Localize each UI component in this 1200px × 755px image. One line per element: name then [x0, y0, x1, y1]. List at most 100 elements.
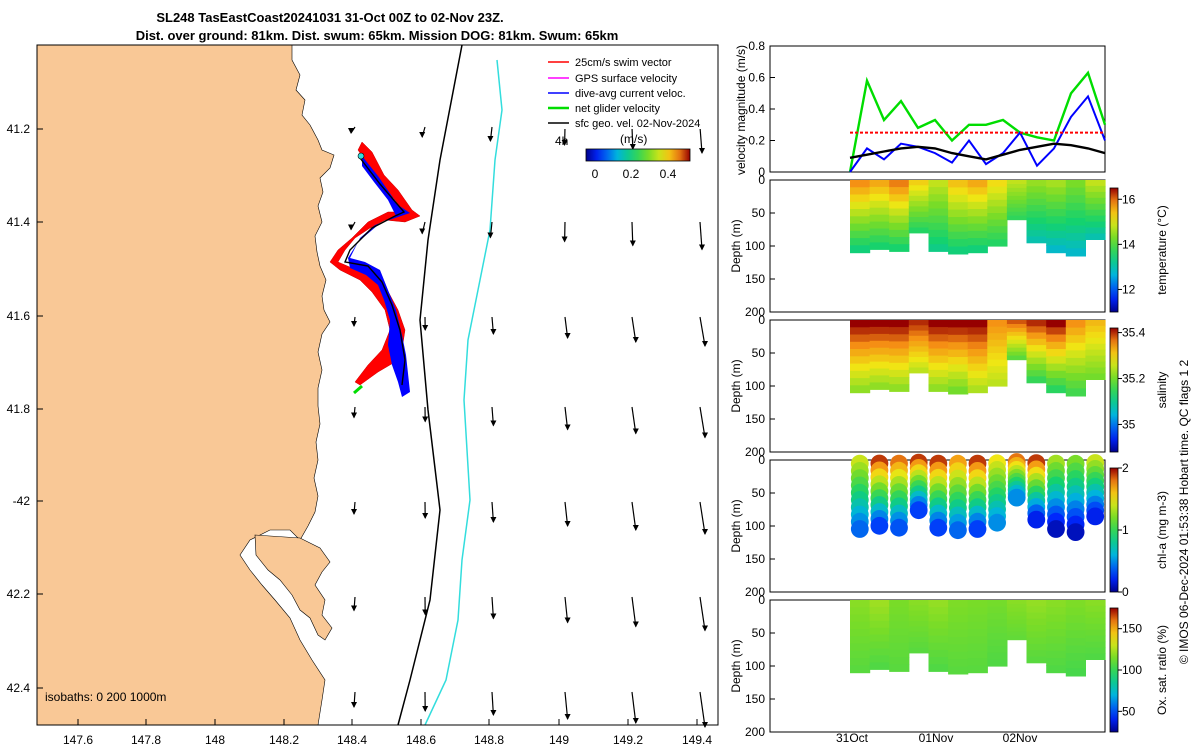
section-cell	[1085, 624, 1105, 631]
section-cell	[968, 636, 988, 644]
chl-sample	[969, 520, 987, 538]
section-cell	[987, 180, 1007, 187]
section-cell	[1046, 195, 1066, 203]
velocity-ytick-label: 0.2	[748, 134, 765, 148]
section-cell	[850, 224, 870, 232]
section-cell	[948, 667, 968, 675]
speed-colorbar-tick-0: 0	[592, 167, 599, 181]
footer-credit: © IMOS 06-Dec-2024 01:53:38 Hobart time.…	[1177, 360, 1191, 665]
section-cell	[909, 341, 929, 347]
section-cell	[850, 385, 870, 393]
section-cell	[987, 360, 1007, 367]
section-cell	[1085, 600, 1105, 607]
section-cell	[948, 342, 968, 350]
section-cell	[968, 385, 988, 393]
section-cell	[870, 649, 890, 657]
chl-sample	[1008, 489, 1026, 507]
section-cell	[948, 320, 968, 328]
section-cell	[948, 387, 968, 395]
section-cell	[948, 652, 968, 660]
section-cell	[850, 636, 870, 644]
lon-tick-label: 149.4	[682, 733, 712, 747]
section-cell	[1085, 344, 1105, 351]
section-cell	[948, 615, 968, 623]
section-cell	[948, 180, 968, 188]
section-cell	[1066, 638, 1086, 646]
chl-sample	[1027, 511, 1045, 529]
section-cell	[987, 213, 1007, 220]
section-cell	[1046, 356, 1066, 364]
partial-arrow-label: 4h	[555, 134, 568, 148]
chl-sample	[871, 517, 889, 535]
section-cell	[1027, 376, 1047, 383]
section-cell	[1066, 241, 1086, 249]
lat-tick-label: 41.8	[7, 402, 31, 416]
section-cell	[870, 327, 890, 335]
section-cell	[968, 327, 988, 335]
section-cell	[1027, 339, 1047, 346]
depth-tick-label: 0	[758, 313, 765, 327]
section-cell	[1007, 188, 1027, 193]
colorbar-label: chl-a (mg m-3)	[1155, 491, 1169, 569]
section-cell	[1027, 358, 1047, 365]
section-cell	[1066, 335, 1086, 343]
section-cell	[987, 320, 1007, 327]
section-cell	[987, 340, 1007, 347]
section-cell	[870, 215, 890, 223]
section-cell	[1085, 210, 1105, 217]
section-cell	[1085, 222, 1105, 229]
section-cell	[948, 327, 968, 335]
chl-sample	[851, 520, 869, 538]
section-cell	[870, 242, 890, 250]
lon-tick-label: 147.8	[131, 733, 161, 747]
section-cell	[1027, 631, 1047, 638]
section-cell	[1007, 336, 1027, 341]
section-cell	[889, 180, 909, 188]
section-cell	[850, 216, 870, 224]
section-cell	[909, 616, 929, 622]
depth-tick-label: 50	[752, 486, 766, 500]
section-cell	[1027, 644, 1047, 651]
section-cell	[968, 607, 988, 615]
depth-ylabel: Depth (m)	[729, 639, 743, 692]
depth-tick-label: 50	[752, 626, 766, 640]
section-cell	[1066, 615, 1086, 623]
colorbar-tick-label: 12	[1122, 282, 1136, 296]
section-cell	[1046, 231, 1066, 239]
section-cell	[1066, 218, 1086, 226]
section-cell	[1085, 606, 1105, 613]
section-cell	[1027, 211, 1047, 218]
title-line-2: Dist. over ground: 81km. Dist. swum: 65k…	[136, 28, 619, 43]
colorbar-tick-label: 0	[1122, 585, 1129, 599]
section-cell	[1085, 186, 1105, 193]
lat-tick-label: 41.4	[7, 215, 31, 229]
section-cell	[870, 635, 890, 643]
section-cell	[850, 187, 870, 195]
section-cell	[948, 202, 968, 210]
section-cell	[968, 202, 988, 210]
velocity-ytick-label: 0.6	[748, 71, 765, 85]
section-cell	[948, 607, 968, 615]
colorbar-tick-label: 150	[1122, 622, 1142, 636]
section-cell	[870, 600, 890, 608]
section-cell	[909, 648, 929, 654]
section-cell	[948, 350, 968, 358]
section-cell	[889, 377, 909, 385]
map-legend: 25cm/s swim vector GPS surface velocity …	[540, 47, 728, 130]
section-cell	[929, 363, 949, 371]
section-cell	[889, 614, 909, 622]
section-cell	[1027, 606, 1047, 613]
section-cell	[1085, 234, 1105, 241]
section-cell	[889, 629, 909, 637]
section-cell	[968, 622, 988, 630]
section-cell	[948, 187, 968, 195]
section-cell	[1027, 199, 1047, 206]
section-cell	[1066, 233, 1086, 241]
section-cell	[1046, 600, 1066, 608]
section-cell	[850, 622, 870, 630]
section-cell	[1085, 612, 1105, 619]
section-cell	[929, 334, 949, 342]
section-cell	[987, 200, 1007, 207]
legend-item-dive-avg: dive-avg current veloc.	[575, 88, 686, 100]
